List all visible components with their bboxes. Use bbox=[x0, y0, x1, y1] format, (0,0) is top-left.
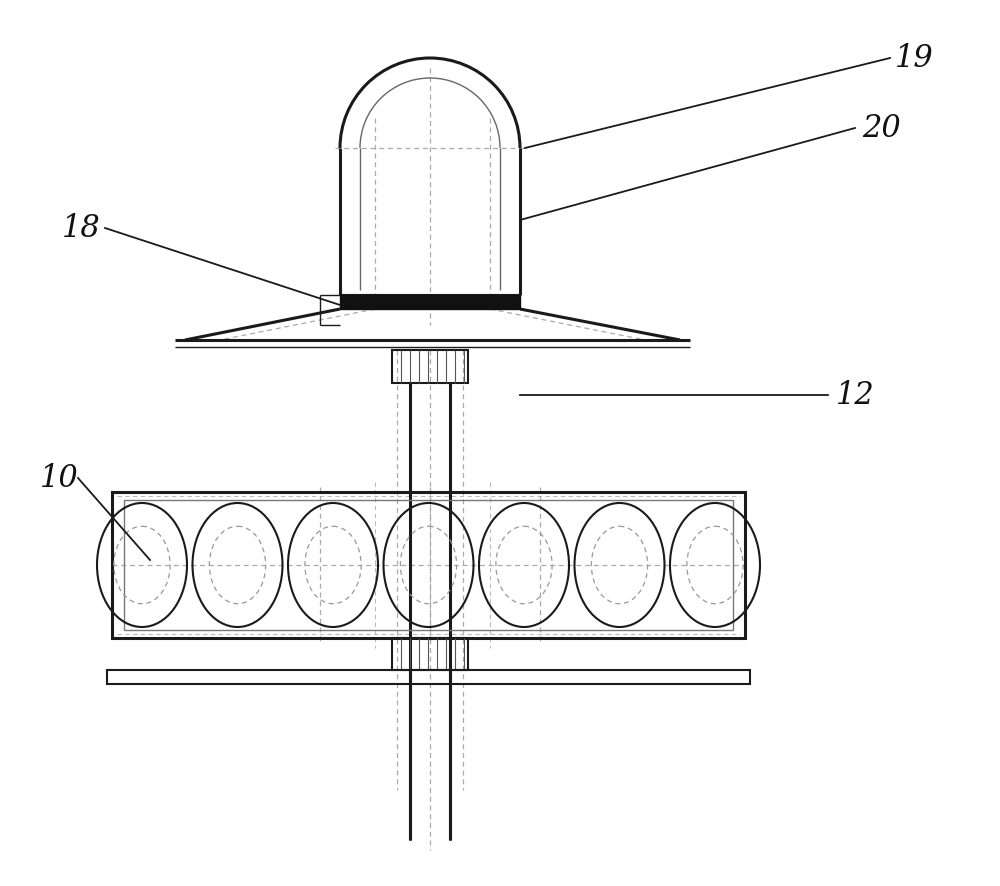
Bar bbox=[107, 670, 750, 684]
Bar bbox=[392, 350, 468, 383]
Bar bbox=[112, 492, 745, 638]
Bar bbox=[124, 500, 733, 630]
Bar bbox=[392, 638, 468, 670]
Text: 20: 20 bbox=[862, 113, 901, 144]
Bar bbox=[340, 295, 520, 309]
Text: 12: 12 bbox=[836, 379, 875, 410]
Text: 18: 18 bbox=[62, 213, 101, 244]
Text: 10: 10 bbox=[40, 462, 79, 494]
Text: 19: 19 bbox=[895, 43, 934, 74]
